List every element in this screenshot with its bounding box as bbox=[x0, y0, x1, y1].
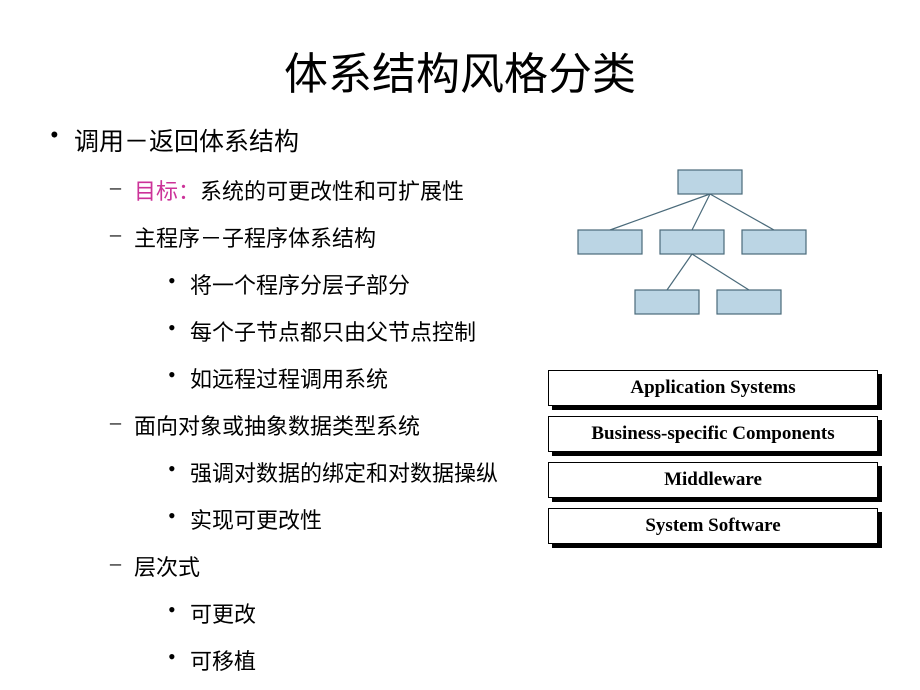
layer-box: System Software bbox=[548, 508, 878, 544]
slide-title: 体系结构风格分类 bbox=[0, 0, 920, 122]
bullet-l2-layered: 层次式 bbox=[50, 550, 900, 582]
layer-box: Middleware bbox=[548, 462, 878, 498]
layers-diagram: Application Systems Business-specific Com… bbox=[548, 370, 878, 554]
bullet-l1-call-return: 调用－返回体系结构 bbox=[50, 122, 900, 158]
tree-edge bbox=[710, 194, 774, 230]
bullet-l3-g: 可移植 bbox=[50, 644, 900, 676]
layer-label: Business-specific Components bbox=[548, 416, 878, 452]
tree-diagram bbox=[560, 160, 860, 330]
tree-node bbox=[678, 170, 742, 194]
tree-node bbox=[717, 290, 781, 314]
layer-label: Middleware bbox=[548, 462, 878, 498]
bullet-l3-f: 可更改 bbox=[50, 597, 900, 629]
layer-label: System Software bbox=[548, 508, 878, 544]
goal-label: 目标： bbox=[134, 179, 200, 204]
goal-text: 系统的可更改性和可扩展性 bbox=[200, 179, 464, 204]
layer-box: Application Systems bbox=[548, 370, 878, 406]
tree-node bbox=[635, 290, 699, 314]
tree-node bbox=[578, 230, 642, 254]
tree-node bbox=[660, 230, 724, 254]
tree-edge bbox=[692, 254, 749, 290]
tree-node bbox=[742, 230, 806, 254]
layer-label: Application Systems bbox=[548, 370, 878, 406]
layer-box: Business-specific Components bbox=[548, 416, 878, 452]
tree-edge bbox=[667, 254, 692, 290]
